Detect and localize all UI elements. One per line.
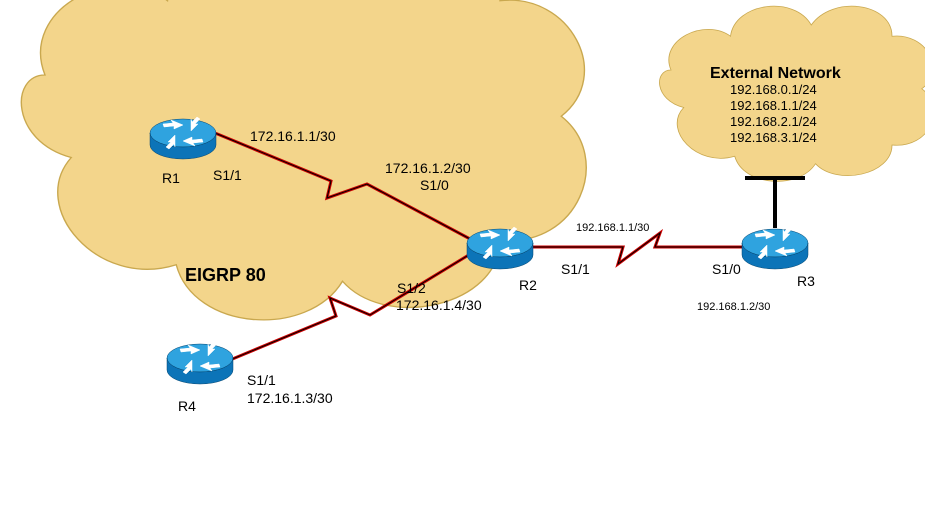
- iface-label-8: S1/1: [561, 261, 590, 277]
- iface-label-5: 172.16.1.4/30: [396, 297, 482, 313]
- eigrp-title: EIGRP 80: [185, 265, 266, 286]
- router-label-R2: R2: [519, 277, 537, 293]
- iface-label-9: 192.168.1.1/30: [576, 222, 649, 234]
- iface-label-10: S1/0: [712, 261, 741, 277]
- iface-label-2: 172.16.1.2/30: [385, 160, 471, 176]
- iface-label-11: 192.168.1.2/30: [697, 301, 770, 313]
- router-R4: [165, 340, 235, 386]
- external-net-0: 192.168.0.1/24: [730, 82, 817, 97]
- router-label-R4: R4: [178, 398, 196, 414]
- iface-label-0: S1/1: [213, 167, 242, 183]
- external-net-3: 192.168.3.1/24: [730, 130, 817, 145]
- router-R1: [148, 115, 218, 161]
- external-net-1: 192.168.1.1/24: [730, 98, 817, 113]
- iface-label-6: S1/1: [247, 372, 276, 388]
- iface-label-4: S1/2: [397, 280, 426, 296]
- router-label-R3: R3: [797, 273, 815, 289]
- iface-label-1: 172.16.1.1/30: [250, 128, 336, 144]
- external-title: External Network: [710, 65, 841, 83]
- router-R3: [740, 225, 810, 271]
- router-label-R1: R1: [162, 170, 180, 186]
- router-R2: [465, 225, 535, 271]
- external-net-2: 192.168.2.1/24: [730, 114, 817, 129]
- iface-label-7: 172.16.1.3/30: [247, 390, 333, 406]
- iface-label-3: S1/0: [420, 177, 449, 193]
